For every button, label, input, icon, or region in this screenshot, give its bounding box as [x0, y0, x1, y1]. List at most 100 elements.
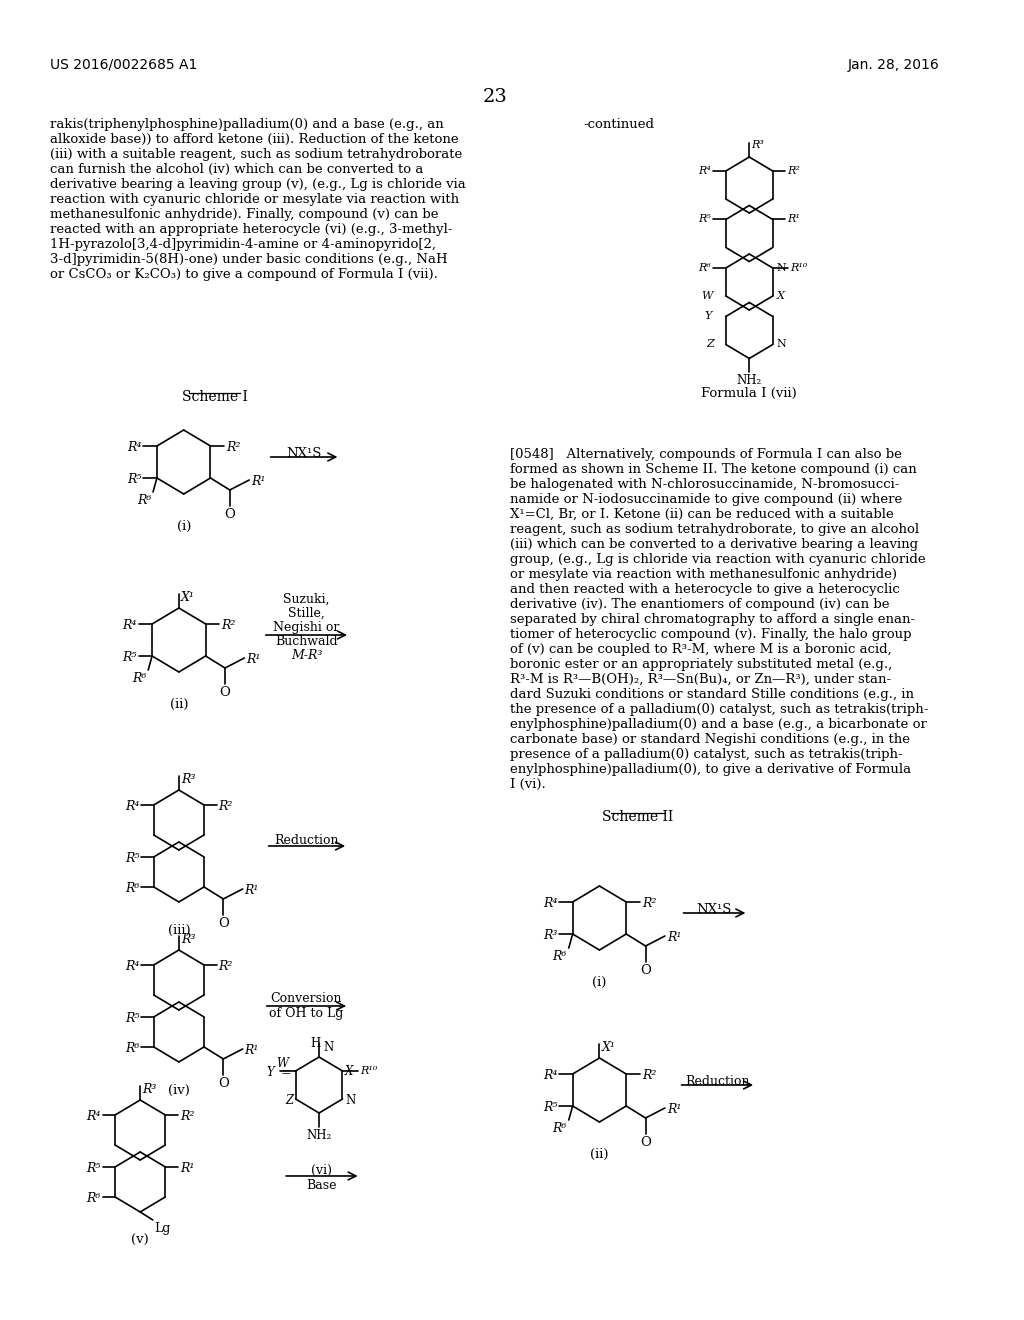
- Text: Z: Z: [286, 1094, 294, 1107]
- Text: NX¹S: NX¹S: [287, 447, 322, 459]
- Text: R⁴: R⁴: [122, 619, 136, 632]
- Text: group, (e.g., Lg is chloride via reaction with cyanuric chloride: group, (e.g., Lg is chloride via reactio…: [511, 553, 926, 566]
- Text: R²: R²: [218, 960, 232, 973]
- Text: R²: R²: [642, 1069, 656, 1082]
- Text: Reduction: Reduction: [274, 834, 339, 847]
- Text: R²: R²: [221, 619, 236, 632]
- Text: US 2016/0022685 A1: US 2016/0022685 A1: [50, 58, 198, 73]
- Text: reaction with cyanuric chloride or mesylate via reaction with: reaction with cyanuric chloride or mesyl…: [50, 193, 460, 206]
- Text: derivative bearing a leaving group (v), (e.g., Lg is chloride via: derivative bearing a leaving group (v), …: [50, 178, 466, 191]
- Text: rakis(triphenylphosphine)palladium(0) and a base (e.g., an: rakis(triphenylphosphine)palladium(0) an…: [50, 117, 444, 131]
- Text: formed as shown in Scheme II. The ketone compound (i) can: formed as shown in Scheme II. The ketone…: [511, 463, 918, 477]
- Text: [0548]   Alternatively, compounds of Formula I can also be: [0548] Alternatively, compounds of Formu…: [511, 447, 902, 461]
- Text: R⁴: R⁴: [543, 1069, 557, 1082]
- Text: O: O: [640, 964, 651, 977]
- Text: R¹: R¹: [251, 475, 265, 488]
- Text: R¹: R¹: [180, 1162, 195, 1175]
- Text: be halogenated with N-chlorosuccinamide, N-bromosucci-: be halogenated with N-chlorosuccinamide,…: [511, 478, 900, 491]
- Text: the presence of a palladium(0) catalyst, such as tetrakis(triph-: the presence of a palladium(0) catalyst,…: [511, 704, 929, 715]
- Text: Scheme I: Scheme I: [181, 389, 248, 404]
- Text: (iii) which can be converted to a derivative bearing a leaving: (iii) which can be converted to a deriva…: [511, 539, 919, 550]
- Text: Scheme II: Scheme II: [602, 810, 674, 824]
- Text: Y: Y: [705, 312, 713, 322]
- Text: Reduction: Reduction: [685, 1074, 750, 1088]
- Text: NH₂: NH₂: [736, 375, 762, 388]
- Text: R¹⁰: R¹⁰: [791, 263, 808, 273]
- Text: (iii) with a suitable reagent, such as sodium tetrahydroborate: (iii) with a suitable reagent, such as s…: [50, 148, 463, 161]
- Text: Conversion: Conversion: [270, 993, 342, 1005]
- Text: carbonate base) or standard Negishi conditions (e.g., in the: carbonate base) or standard Negishi cond…: [511, 733, 910, 746]
- Text: R⁶: R⁶: [553, 950, 567, 964]
- Text: R⁶: R⁶: [553, 1122, 567, 1135]
- Text: X¹: X¹: [181, 591, 195, 605]
- Text: (iv): (iv): [168, 1084, 189, 1097]
- Text: or CsCO₃ or K₂CO₃) to give a compound of Formula I (vii).: or CsCO₃ or K₂CO₃) to give a compound of…: [50, 268, 438, 281]
- Text: R³: R³: [181, 933, 196, 946]
- Text: methanesulfonic anhydride). Finally, compound (v) can be: methanesulfonic anhydride). Finally, com…: [50, 209, 438, 220]
- Text: R⁴: R⁴: [127, 441, 141, 454]
- Text: R³: R³: [181, 774, 196, 785]
- Text: R⁵: R⁵: [125, 1012, 139, 1024]
- Text: 23: 23: [482, 88, 508, 106]
- Text: R³: R³: [752, 140, 764, 150]
- Text: X¹=Cl, Br, or I. Ketone (ii) can be reduced with a suitable: X¹=Cl, Br, or I. Ketone (ii) can be redu…: [511, 508, 894, 521]
- Text: O: O: [224, 508, 236, 521]
- Text: (v): (v): [131, 1234, 150, 1247]
- Text: N: N: [323, 1041, 333, 1053]
- Text: Negishi or: Negishi or: [273, 620, 340, 634]
- Text: O: O: [218, 917, 228, 931]
- Text: 3-d]pyrimidin-5(8H)-one) under basic conditions (e.g., NaH: 3-d]pyrimidin-5(8H)-one) under basic con…: [50, 253, 447, 267]
- Text: W: W: [701, 290, 713, 301]
- Text: (vi): (vi): [311, 1164, 333, 1177]
- Text: R²: R²: [180, 1110, 195, 1123]
- Text: R²: R²: [226, 441, 241, 454]
- Text: R¹: R¹: [787, 214, 800, 224]
- Text: R⁵: R⁵: [127, 473, 141, 486]
- Text: (ii): (ii): [590, 1148, 608, 1162]
- Text: R⁴: R⁴: [86, 1110, 100, 1123]
- Text: Suzuki,: Suzuki,: [284, 593, 330, 606]
- Text: I (vi).: I (vi).: [511, 777, 546, 791]
- Text: H: H: [310, 1038, 321, 1049]
- Text: R¹: R¹: [245, 1044, 259, 1057]
- Text: Z: Z: [707, 339, 715, 350]
- Text: namide or N-iodosuccinamide to give compound (ii) where: namide or N-iodosuccinamide to give comp…: [511, 492, 903, 506]
- Text: R¹: R¹: [667, 931, 681, 944]
- Text: of (v) can be coupled to R³-M, where M is a boronic acid,: of (v) can be coupled to R³-M, where M i…: [511, 643, 892, 656]
- Text: N: N: [776, 263, 786, 273]
- Text: R¹: R¹: [245, 884, 259, 898]
- Text: separated by chiral chromatography to afford a single enan-: separated by chiral chromatography to af…: [511, 612, 915, 626]
- Text: R³: R³: [142, 1082, 157, 1096]
- Text: R⁵: R⁵: [86, 1162, 100, 1175]
- Text: Base: Base: [307, 1179, 337, 1192]
- Text: R⁵: R⁵: [122, 651, 136, 664]
- Text: alkoxide base)) to afford ketone (iii). Reduction of the ketone: alkoxide base)) to afford ketone (iii). …: [50, 133, 459, 147]
- Text: R³-M is R³—B(OH)₂, R³—Sn(Bu)₄, or Zn—R³), under stan-: R³-M is R³—B(OH)₂, R³—Sn(Bu)₄, or Zn—R³)…: [511, 673, 892, 686]
- Text: R²: R²: [218, 800, 232, 813]
- Text: enylphosphine)palladium(0) and a base (e.g., a bicarbonate or: enylphosphine)palladium(0) and a base (e…: [511, 718, 928, 731]
- Text: R⁶: R⁶: [132, 672, 146, 685]
- Text: dard Suzuki conditions or standard Stille conditions (e.g., in: dard Suzuki conditions or standard Still…: [511, 688, 914, 701]
- Text: O: O: [219, 686, 230, 700]
- Text: or mesylate via reaction with methanesulfonic anhydride): or mesylate via reaction with methanesul…: [511, 568, 897, 581]
- Text: R⁴: R⁴: [543, 898, 557, 909]
- Text: of OH to Lg: of OH to Lg: [269, 1007, 344, 1020]
- Text: R²: R²: [642, 898, 656, 909]
- Text: tiomer of heterocyclic compound (v). Finally, the halo group: tiomer of heterocyclic compound (v). Fin…: [511, 628, 912, 642]
- Text: Formula I (vii): Formula I (vii): [701, 387, 797, 400]
- Text: N: N: [345, 1094, 355, 1107]
- Text: N: N: [776, 339, 786, 350]
- Text: presence of a palladium(0) catalyst, such as tetrakis(triph-: presence of a palladium(0) catalyst, suc…: [511, 748, 903, 762]
- Text: -continued: -continued: [583, 117, 654, 131]
- Text: derivative (iv). The enantiomers of compound (iv) can be: derivative (iv). The enantiomers of comp…: [511, 598, 890, 611]
- Text: R⁶: R⁶: [86, 1192, 100, 1205]
- Text: R⁶: R⁶: [698, 263, 712, 273]
- Text: R⁶: R⁶: [125, 1041, 139, 1055]
- Text: W: W: [276, 1057, 288, 1071]
- Text: R²: R²: [787, 166, 800, 176]
- Text: O: O: [640, 1137, 651, 1148]
- Text: (i): (i): [176, 520, 190, 533]
- Text: 1H-pyrazolo[3,4-d]pyrimidin-4-amine or 4-aminopyrido[2,: 1H-pyrazolo[3,4-d]pyrimidin-4-amine or 4…: [50, 238, 436, 251]
- Text: NH₂: NH₂: [306, 1129, 332, 1142]
- Text: R³: R³: [543, 929, 557, 942]
